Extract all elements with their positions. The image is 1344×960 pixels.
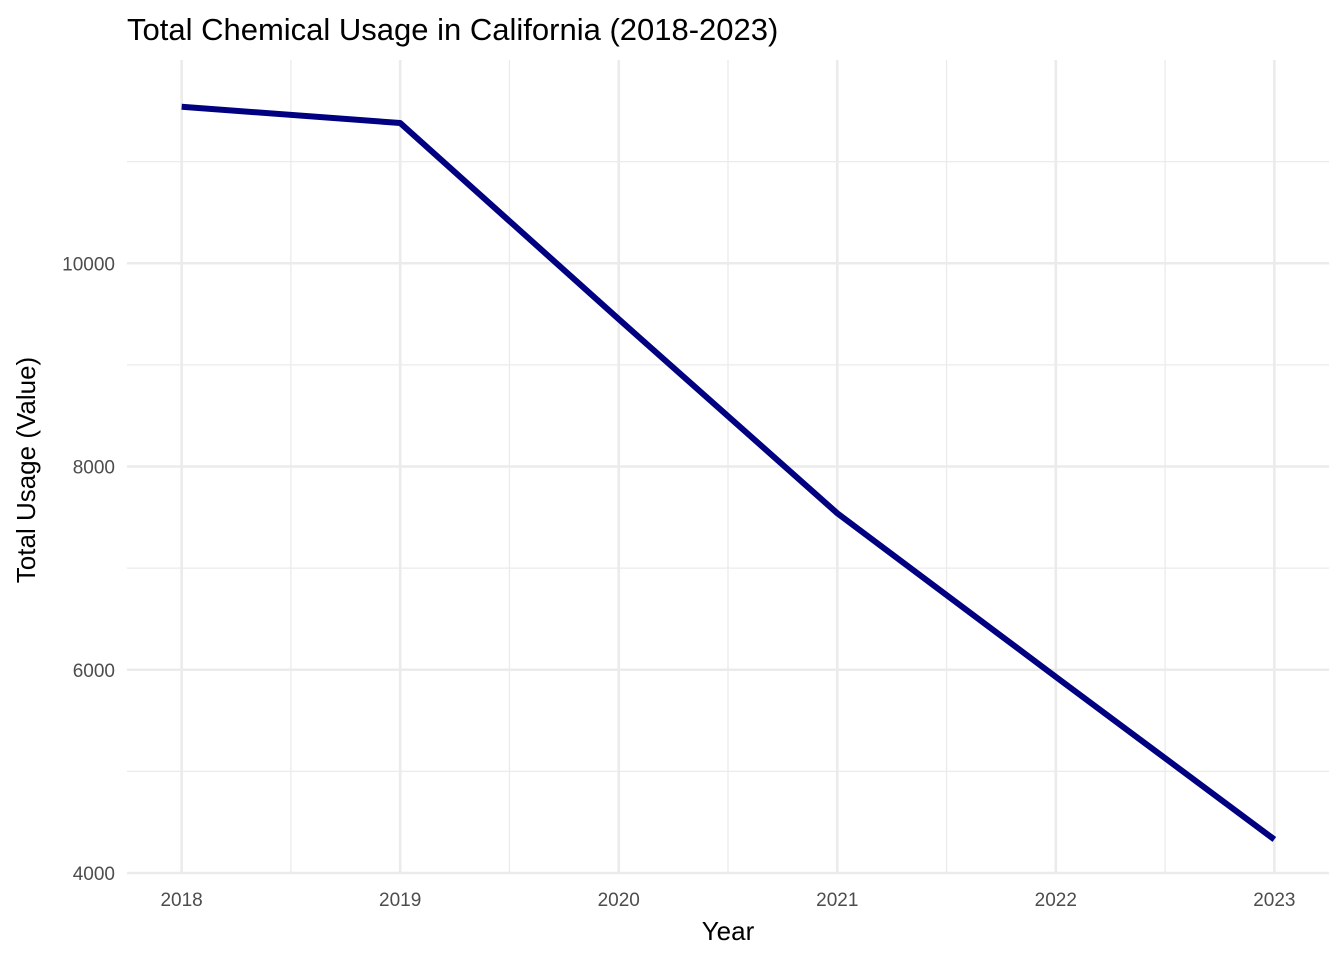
series-layer — [181, 103, 1277, 842]
y-tick-label: 4000 — [73, 864, 115, 885]
x-tick-labels: 2018 2019 2020 2021 2022 2023 — [160, 890, 1295, 911]
y-tick-label: 8000 — [73, 458, 115, 479]
x-tick-label: 2023 — [1253, 890, 1295, 911]
x-tick-label: 2021 — [816, 890, 858, 911]
x-axis-label: Year — [702, 916, 755, 946]
y-tick-label: 10000 — [62, 254, 115, 275]
x-tick-label: 2020 — [598, 890, 640, 911]
x-tick-label: 2018 — [160, 890, 202, 911]
y-tick-labels: 4000 6000 8000 10000 — [62, 254, 115, 885]
y-axis-label: Total Usage (Value) — [11, 357, 41, 583]
chart-title: Total Chemical Usage in California (2018… — [127, 12, 778, 47]
series-line — [181, 103, 1277, 842]
x-tick-label: 2019 — [379, 890, 421, 911]
x-tick-label: 2022 — [1035, 890, 1077, 911]
grid — [127, 60, 1329, 875]
y-tick-label: 6000 — [73, 661, 115, 682]
